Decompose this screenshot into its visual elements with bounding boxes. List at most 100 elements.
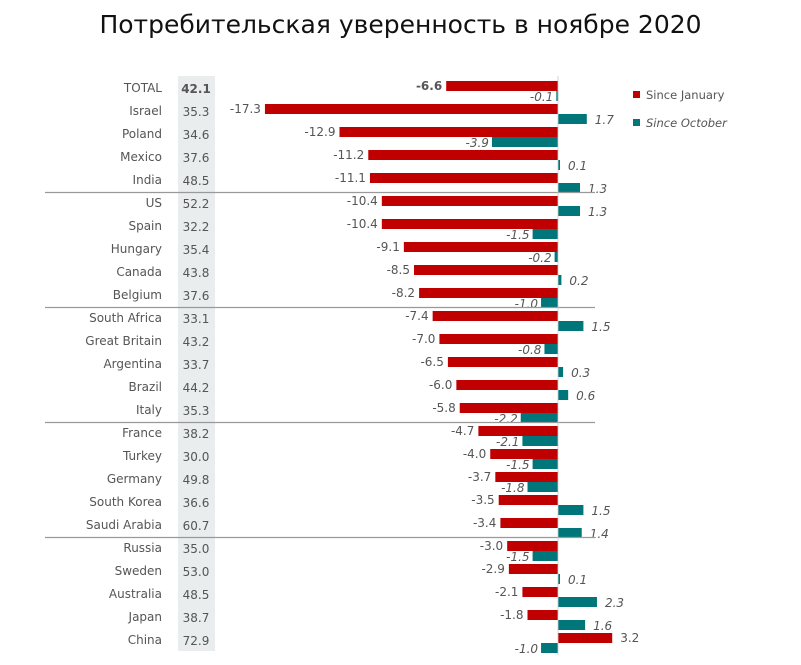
score-label: 37.6 (183, 289, 210, 303)
bar-since-october (558, 505, 584, 515)
data-label-since-october: 1.5 (591, 320, 610, 334)
bar-since-october (558, 574, 560, 584)
bar-since-january (339, 127, 558, 137)
data-label-since-october: 0.1 (568, 159, 587, 173)
data-label-since-january: -2.1 (495, 585, 518, 599)
data-label-since-january: 3.2 (620, 631, 639, 645)
category-label: Great Britain (85, 334, 162, 348)
bar-since-october (544, 344, 558, 354)
bar-since-january (527, 610, 558, 620)
bar-since-october (558, 183, 581, 193)
data-label-since-october: 0.6 (576, 389, 595, 403)
bar-since-january (500, 518, 558, 528)
chart-title: Потребительская уверенность в ноябре 202… (99, 10, 702, 39)
bar-since-october (556, 91, 559, 101)
data-label-since-october: 0.2 (569, 274, 588, 288)
bar-since-october (541, 643, 558, 653)
bar-since-october (532, 551, 558, 561)
score-label: 35.3 (183, 105, 210, 119)
bar-since-october (520, 413, 558, 423)
bar-since-january (369, 173, 558, 183)
data-label-since-january: -9.1 (376, 240, 399, 254)
category-label: India (133, 173, 162, 187)
bar-since-january (403, 242, 558, 252)
category-label: Sweden (115, 564, 162, 578)
data-label-since-january: -6.0 (429, 378, 452, 392)
bar-since-october (558, 390, 569, 400)
bar-since-january (490, 449, 558, 459)
legend-swatch (633, 119, 640, 126)
category-label: Canada (116, 265, 162, 279)
data-label-since-october: -1.8 (501, 481, 525, 495)
score-label: 48.5 (183, 174, 210, 188)
data-label-since-october: -0.1 (530, 90, 553, 104)
bar-since-january (264, 104, 558, 114)
bar-since-january (446, 81, 558, 91)
score-label: 35.4 (183, 243, 210, 257)
category-label: Mexico (120, 150, 162, 164)
legend-swatch (633, 91, 640, 98)
category-label: Russia (123, 541, 162, 555)
score-label: 35.0 (183, 542, 210, 556)
category-label: Turkey (122, 449, 162, 463)
data-label-since-october: -1.5 (506, 550, 529, 564)
bar-since-october (558, 114, 587, 124)
score-label: 32.2 (183, 220, 210, 234)
bar-since-october (558, 160, 560, 170)
bar-since-january (432, 311, 558, 321)
data-label-since-january: -6.5 (420, 355, 443, 369)
data-label-since-october: 1.6 (593, 619, 612, 633)
data-label-since-january: -3.4 (473, 516, 496, 530)
category-label: US (146, 196, 162, 210)
bar-since-january (522, 587, 558, 597)
category-label: Australia (109, 587, 162, 601)
data-label-since-january: -17.3 (230, 102, 261, 116)
data-label-since-october: -1.0 (515, 297, 539, 311)
category-label: Japan (128, 610, 162, 624)
bar-since-january (558, 633, 613, 643)
data-label-since-october: -2.1 (496, 435, 519, 449)
category-label: Belgium (113, 288, 162, 302)
bar-since-october (491, 137, 558, 147)
data-label-since-october: 2.3 (605, 596, 624, 610)
category-label: Saudi Arabia (86, 518, 162, 532)
score-label: 33.1 (183, 312, 210, 326)
data-label-since-january: -10.4 (347, 217, 378, 231)
score-column-bg (178, 76, 215, 651)
score-label: 72.9 (183, 634, 210, 648)
score-label: 42.1 (181, 82, 211, 96)
data-label-since-october: 1.3 (588, 205, 607, 219)
bar-since-october (558, 597, 597, 607)
data-label-since-january: -1.8 (500, 608, 523, 622)
data-label-since-october: -0.2 (528, 251, 551, 265)
data-label-since-january: -4.7 (451, 424, 474, 438)
category-label: Italy (136, 403, 162, 417)
data-label-since-january: -7.0 (412, 332, 435, 346)
data-label-since-october: -1.5 (506, 458, 529, 472)
score-label: 48.5 (183, 588, 210, 602)
data-label-since-october: 0.3 (571, 366, 590, 380)
bar-since-january (381, 196, 558, 206)
data-label-since-october: -3.9 (466, 136, 489, 150)
data-label-since-january: -3.0 (480, 539, 503, 553)
bar-since-october (522, 436, 558, 446)
score-label: 33.7 (183, 358, 210, 372)
score-label: 36.6 (183, 496, 210, 510)
data-label-since-october: 1.3 (588, 182, 607, 196)
data-label-since-october: -2.2 (494, 412, 517, 426)
bar-since-january (478, 426, 558, 436)
score-label: 38.7 (183, 611, 210, 625)
category-label: Germany (107, 472, 162, 486)
data-label-since-january: -2.9 (481, 562, 504, 576)
category-label: France (122, 426, 162, 440)
score-label: 37.6 (183, 151, 210, 165)
score-label: 30.0 (183, 450, 210, 464)
bar-since-october (532, 459, 558, 469)
bar-since-january (381, 219, 558, 229)
data-label-since-january: -8.5 (387, 263, 410, 277)
data-label-since-october: 0.1 (568, 573, 587, 587)
score-label: 35.3 (183, 404, 210, 418)
bar-since-january (495, 472, 558, 482)
data-label-since-january: -3.7 (468, 470, 491, 484)
